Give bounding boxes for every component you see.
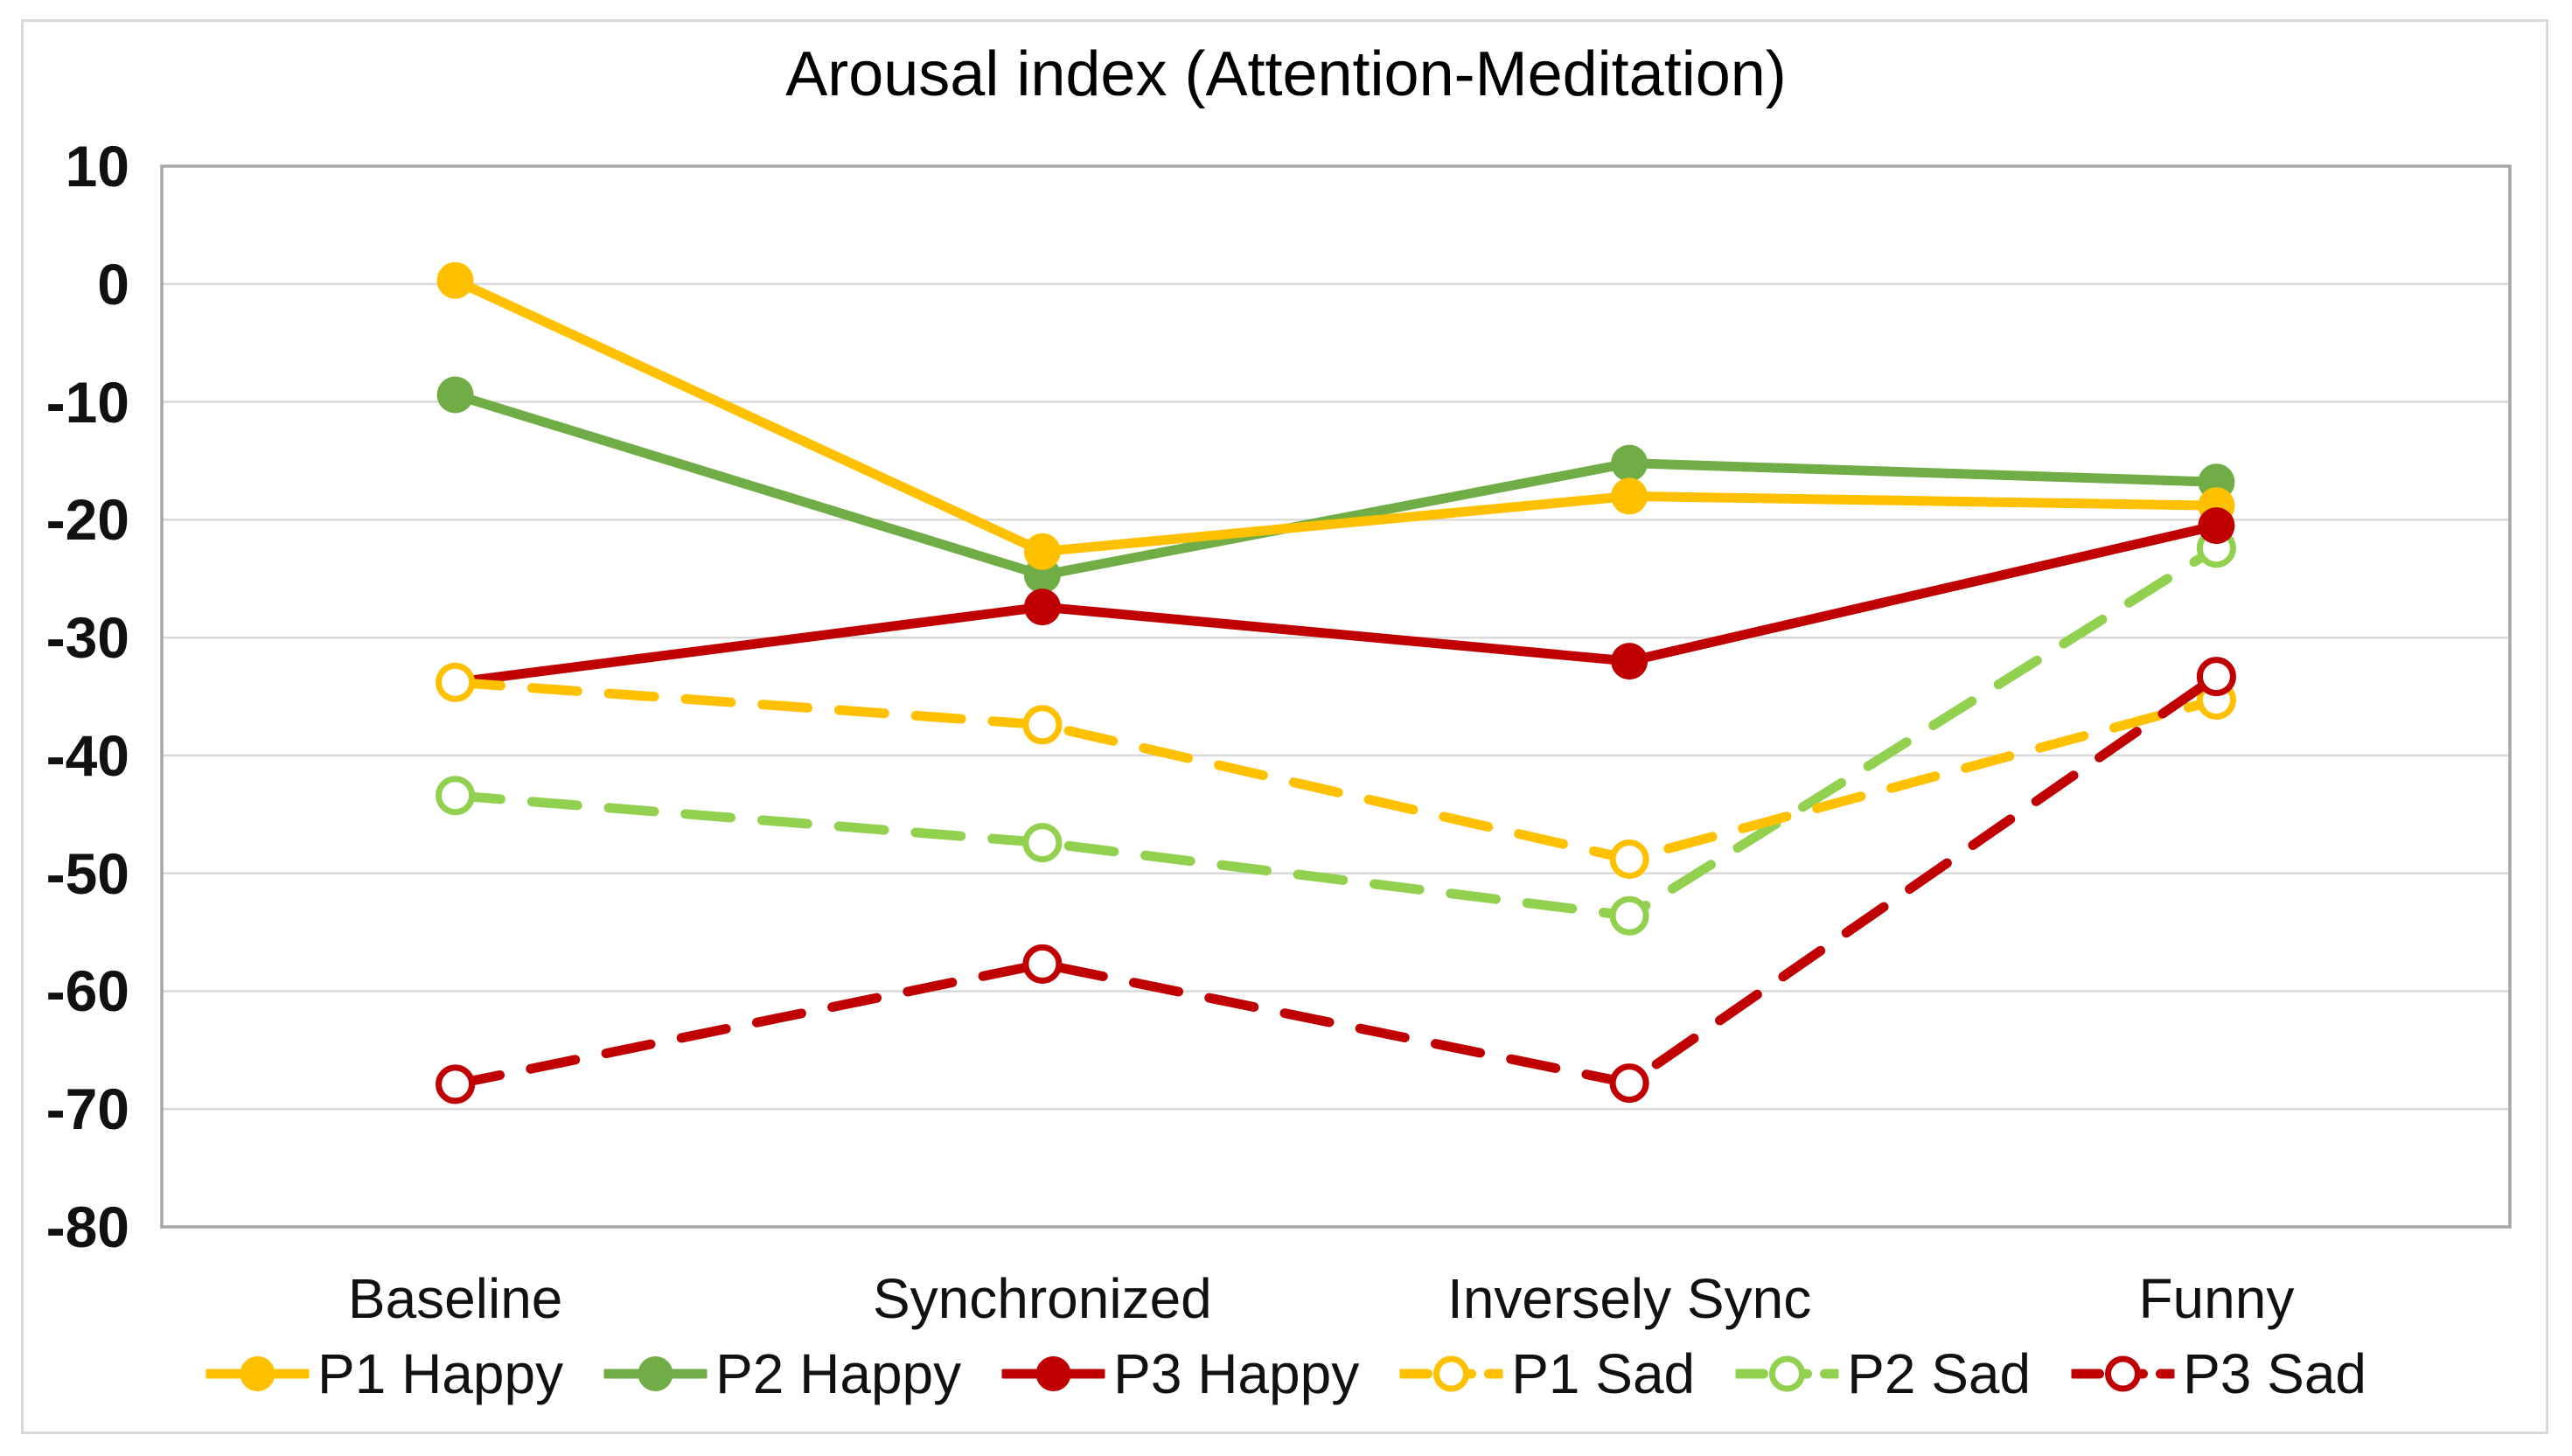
series-line-p3-happy xyxy=(450,520,2221,687)
y-axis-label: -70 xyxy=(45,1076,129,1142)
marker-p3-sad xyxy=(1609,1063,1649,1104)
y-axis-label: -20 xyxy=(45,487,129,553)
legend-item-p1-happy: P1 Happy xyxy=(206,1341,563,1406)
legend-marker-p3-sad-icon xyxy=(2071,1355,2175,1392)
series-line-p2-happy xyxy=(450,390,2221,581)
marker-p3-happy xyxy=(1611,643,1648,680)
marker-p1-happy xyxy=(436,261,474,299)
series-line-p1-happy xyxy=(450,275,2221,557)
marker-p2-sad xyxy=(1022,823,1063,863)
marker-p1-happy xyxy=(1611,477,1648,515)
y-axis-label: -30 xyxy=(45,605,129,671)
legend-item-p2-sad: P2 Sad xyxy=(1735,1341,2031,1406)
legend-item-p3-happy: P3 Happy xyxy=(1001,1341,1359,1406)
legend-item-p2-happy: P2 Happy xyxy=(603,1341,961,1406)
marker-p3-sad xyxy=(436,1064,476,1104)
legend-marker-p2-happy-icon xyxy=(603,1356,707,1391)
marker-p2-sad xyxy=(436,776,476,816)
y-axis-label: -80 xyxy=(45,1195,129,1259)
marker-p1-sad xyxy=(1609,839,1649,879)
y-axis-label: -10 xyxy=(45,369,129,435)
legend-label: P2 Sad xyxy=(1847,1342,2032,1405)
legend-marker-p1-sad-icon xyxy=(1399,1355,1503,1392)
series-line-p3-sad xyxy=(450,672,2221,1090)
legend-label: P3 Sad xyxy=(2183,1342,2366,1405)
y-axis-label: -50 xyxy=(45,840,129,906)
legend-item-p3-sad: P3 Sad xyxy=(2071,1341,2366,1406)
marker-p3-sad xyxy=(2196,657,2236,697)
x-axis-label-baseline: Baseline xyxy=(347,1267,563,1330)
marker-p1-happy xyxy=(1023,533,1061,570)
legend-label: P2 Happy xyxy=(715,1342,962,1405)
legend-label: P1 Happy xyxy=(317,1342,564,1405)
legend-marker-p1-happy-icon xyxy=(206,1356,309,1391)
marker-p3-happy xyxy=(2198,507,2235,545)
marker-p1-sad xyxy=(1022,705,1063,745)
x-axis-label-funny: Funny xyxy=(2138,1267,2295,1330)
marker-p1-sad xyxy=(436,662,476,702)
y-axis-label: 10 xyxy=(65,134,129,199)
marker-p2-sad xyxy=(1609,895,1649,936)
legend-label: P1 Sad xyxy=(1511,1342,1696,1405)
x-axis-label-synchronized: Synchronized xyxy=(872,1267,1212,1330)
legend-marker-p2-sad-icon xyxy=(1735,1355,1839,1392)
series-line-p1-sad xyxy=(450,677,2221,865)
y-axis-label: -40 xyxy=(45,722,129,788)
series-line-p2-sad xyxy=(450,543,2221,921)
y-axis-label: 0 xyxy=(97,251,129,317)
legend-marker-p3-happy-icon xyxy=(1001,1356,1105,1391)
marker-p2-happy xyxy=(1611,444,1648,482)
y-axis-label: -60 xyxy=(45,958,129,1024)
legend-item-p1-sad: P1 Sad xyxy=(1399,1341,1695,1406)
plot-border xyxy=(160,164,2512,1229)
marker-p3-happy xyxy=(1023,589,1061,626)
chart-title: Arousal index (Attention-Meditation) xyxy=(785,39,1787,109)
x-axis-label-inversely-sync: Inversely Sync xyxy=(1447,1267,1812,1330)
legend-label: P3 Happy xyxy=(1113,1342,1360,1405)
legend: P1 Happy P2 Happy P3 Happy P1 Sad P2 Sad P3 S… xyxy=(206,1341,2366,1406)
marker-p2-happy xyxy=(436,376,474,414)
marker-p3-sad xyxy=(1022,944,1063,984)
